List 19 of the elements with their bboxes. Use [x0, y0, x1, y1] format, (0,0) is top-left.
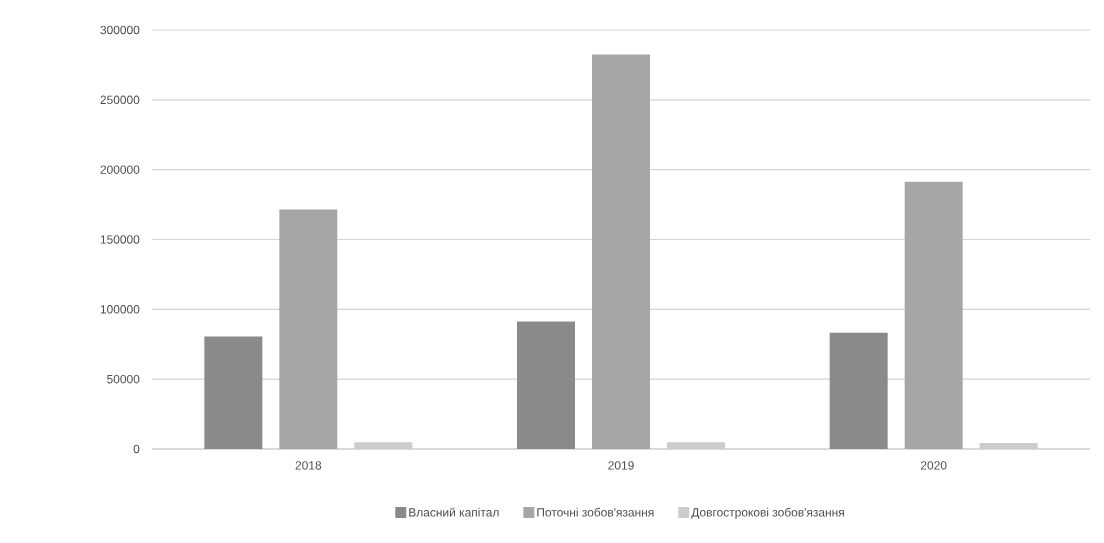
- legend-label: Поточні зобов'язання: [537, 507, 654, 517]
- bar: [517, 321, 576, 449]
- legend-label: Довгострокові зобов'язання: [691, 507, 844, 519]
- legend-label: Власний капітал: [409, 507, 499, 517]
- y-tick-label: 150000: [100, 235, 140, 244]
- x-tick-label: 2020: [920, 461, 947, 470]
- y-tick-label: 100000: [100, 305, 140, 314]
- bar: [279, 209, 338, 449]
- bar: [904, 181, 963, 449]
- y-tick-label: 300000: [100, 25, 140, 35]
- y-tick-label: 250000: [100, 95, 140, 105]
- y-tick-label: 200000: [100, 165, 140, 174]
- bar: [829, 332, 888, 449]
- y-tick-label: 50000: [107, 374, 140, 384]
- bar: [592, 54, 651, 449]
- y-tick-label: 0: [133, 444, 140, 454]
- x-tick-label: 2019: [608, 461, 634, 470]
- bar: [204, 336, 263, 449]
- x-tick-label: 2018: [295, 461, 322, 470]
